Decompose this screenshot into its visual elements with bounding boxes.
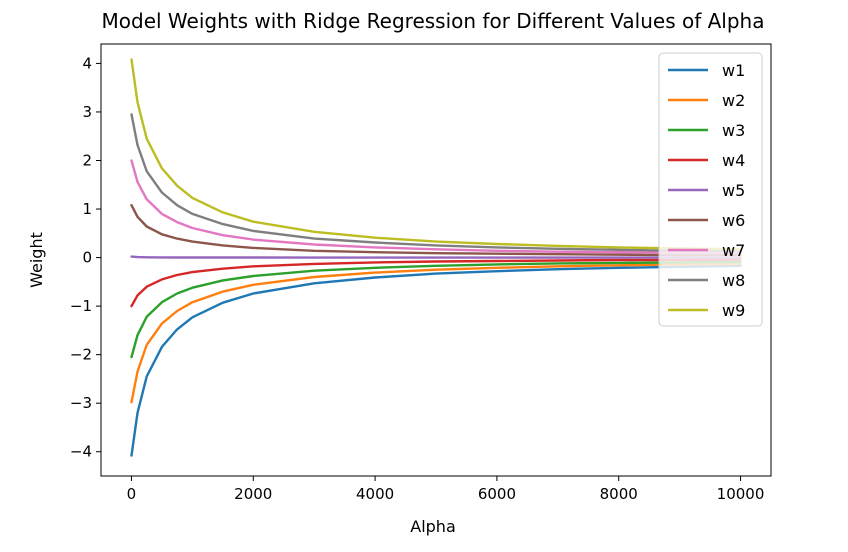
y-tick-label: 3 [82, 103, 92, 121]
y-axis: −4 −3 −2 −1 0 1 2 3 4 [70, 54, 101, 461]
legend-label: w3 [722, 121, 745, 140]
legend-label: w1 [722, 61, 745, 80]
legend-item-w7: w7 [668, 241, 745, 260]
legend-label: w9 [722, 301, 745, 320]
series-line-w9 [130, 58, 742, 251]
y-tick-label: −4 [70, 443, 92, 461]
legend-label: w2 [722, 91, 745, 110]
x-axis: 0 2000 4000 6000 8000 10000 [127, 476, 765, 503]
y-axis-label: Weight [27, 232, 46, 288]
series-line-w5 [130, 255, 742, 259]
y-tick-label: −2 [70, 346, 92, 364]
x-tick-label: 4000 [356, 485, 394, 503]
x-tick-label: 8000 [600, 485, 638, 503]
legend-item-w9: w9 [668, 301, 745, 320]
legend-box [658, 52, 763, 327]
legend: w1 w2 w3 w4 w5 w6 w7 w8 w9 [658, 52, 763, 327]
y-tick-label: 1 [82, 200, 92, 218]
x-tick-label: 10000 [717, 485, 765, 503]
series-line-w7 [130, 159, 742, 255]
plot-frame [100, 43, 772, 477]
legend-label: w8 [722, 271, 745, 290]
x-tick-label: 0 [127, 485, 137, 503]
series-line-w1 [130, 264, 742, 457]
series-line-w6 [130, 204, 742, 257]
x-tick-label: 2000 [234, 485, 272, 503]
legend-item-w4: w4 [668, 151, 745, 170]
y-tick-label: −3 [70, 394, 92, 412]
series-line-w8 [130, 113, 742, 253]
legend-label: w5 [722, 181, 745, 200]
legend-label: w7 [722, 241, 745, 260]
y-tick-label: −1 [70, 297, 92, 315]
plot-series [130, 58, 742, 457]
series-line-w2 [130, 262, 742, 404]
series-line-w4 [130, 258, 742, 308]
series-line-w3 [130, 260, 742, 359]
legend-item-w6: w6 [668, 211, 745, 230]
x-tick-label: 6000 [478, 485, 516, 503]
legend-item-w2: w2 [668, 91, 745, 110]
y-tick-label: 4 [82, 54, 92, 72]
legend-item-w5: w5 [668, 181, 745, 200]
legend-item-w3: w3 [668, 121, 745, 140]
chart-title: Model Weights with Ridge Regression for … [102, 9, 765, 33]
legend-label: w4 [722, 151, 745, 170]
y-tick-label: 0 [82, 249, 92, 267]
legend-item-w8: w8 [668, 271, 745, 290]
x-axis-label: Alpha [410, 517, 456, 536]
legend-item-w1: w1 [668, 61, 745, 80]
legend-label: w6 [722, 211, 745, 230]
y-tick-label: 2 [82, 151, 92, 169]
